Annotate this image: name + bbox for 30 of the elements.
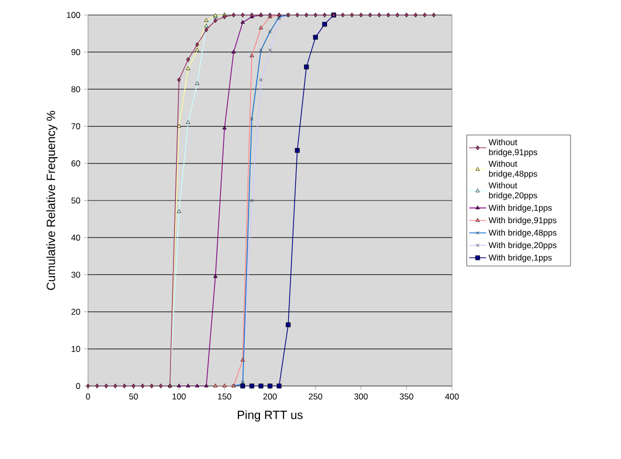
x-tick-label: 350 bbox=[400, 394, 414, 400]
x-tick-label: 200 bbox=[263, 394, 277, 400]
y-tick-label: 80 bbox=[71, 86, 80, 92]
x-tick-label: 150 bbox=[218, 394, 232, 400]
y-tick-label: 0 bbox=[76, 383, 80, 389]
x-tick-label: 50 bbox=[129, 394, 138, 400]
legend-label: With bridge,1pps bbox=[488, 254, 552, 262]
y-tick-label: 30 bbox=[71, 272, 80, 278]
x-tick-label: 300 bbox=[354, 394, 368, 400]
y-tick-label: 10 bbox=[72, 346, 80, 352]
legend-label: Without bridge,48pps bbox=[488, 160, 538, 178]
y-tick-label: 20 bbox=[71, 308, 80, 315]
legend-label: With bridge,48pps bbox=[488, 229, 556, 238]
y-tick-label: 50 bbox=[71, 198, 80, 204]
legend-label: With bridge,20pps bbox=[488, 242, 556, 250]
x-tick-label: 250 bbox=[308, 394, 322, 400]
x-tick-label: 400 bbox=[445, 394, 459, 400]
x-axis-title: Ping RTT us bbox=[238, 410, 303, 422]
legend-label: With bridge,91pps bbox=[488, 217, 556, 225]
y-tick-label: 100 bbox=[66, 12, 80, 18]
legend-label: Without bridge,20pps bbox=[488, 182, 538, 200]
y-tick-label: 40 bbox=[71, 234, 80, 241]
y-tick-label: 70 bbox=[72, 123, 80, 130]
x-tick-label: 0 bbox=[86, 394, 90, 400]
legend-label: Without bridge,91pps bbox=[488, 138, 538, 157]
y-tick-label: 90 bbox=[71, 49, 80, 56]
y-axis-title: Cumulative Relative Frequency % bbox=[46, 110, 58, 290]
y-tick-label: 60 bbox=[72, 160, 80, 166]
legend-label: With bridge,1pps bbox=[488, 204, 552, 212]
x-tick-label: 100 bbox=[172, 394, 186, 400]
